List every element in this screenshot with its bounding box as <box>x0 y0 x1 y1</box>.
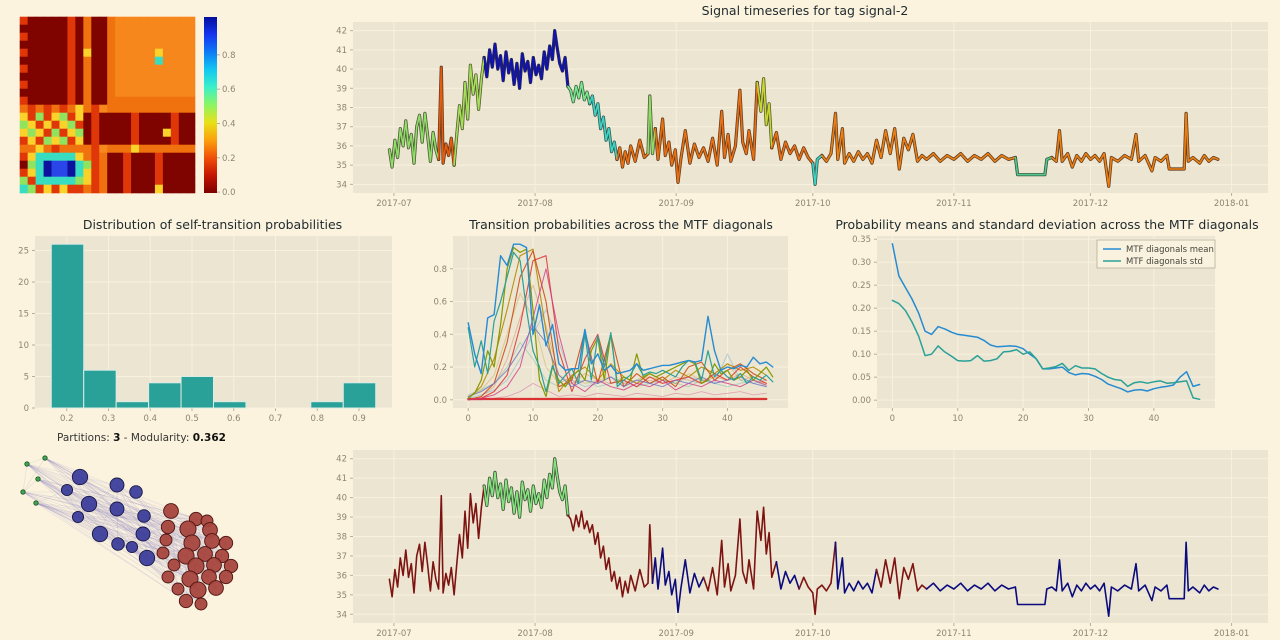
histogram-chart: 0.2 0.3 0.4 0.5 0.6 0.7 0.8 0.9 0 5 10 15 20 25 <box>18 236 392 424</box>
svg-text:2017-12: 2017-12 <box>1073 199 1109 209</box>
svg-text:0.35: 0.35 <box>852 235 871 245</box>
svg-text:37: 37 <box>336 123 347 133</box>
svg-text:0.4: 0.4 <box>222 119 236 129</box>
mtf-stats-title: Probability means and standard deviation… <box>835 217 1259 232</box>
svg-text:0.9: 0.9 <box>352 414 366 424</box>
svg-text:0.20: 0.20 <box>852 304 871 314</box>
svg-text:42: 42 <box>336 27 347 37</box>
svg-text:34: 34 <box>336 610 347 620</box>
timeseries-bottom-chart: 2017-07 2017-08 2017-09 2017-10 2017-11 2017-… <box>336 450 1268 639</box>
svg-text:2017-11: 2017-11 <box>936 629 972 639</box>
timeseries-top-chart: 2017-07 2017-08 2017-09 2017-10 2017-11 2017-… <box>336 22 1268 209</box>
heatmap-chart: 0.8 0.6 0.4 0.2 0.0 <box>19 16 236 198</box>
network-caption-partitions-value: 3 <box>113 432 121 444</box>
svg-text:0.7: 0.7 <box>269 414 283 424</box>
svg-text:2017-09: 2017-09 <box>658 199 694 209</box>
svg-text:0.2: 0.2 <box>60 414 74 424</box>
histogram-title: Distribution of self-transition probabil… <box>82 217 343 232</box>
svg-text:20: 20 <box>18 278 29 288</box>
svg-text:35: 35 <box>336 591 347 601</box>
svg-text:2017-07: 2017-07 <box>376 199 412 209</box>
svg-text:0.5: 0.5 <box>185 414 199 424</box>
svg-text:40: 40 <box>336 494 347 504</box>
svg-text:0.6: 0.6 <box>433 298 447 308</box>
svg-text:10: 10 <box>952 414 963 424</box>
network-caption-modularity-label: - Modularity: <box>120 432 193 444</box>
svg-text:0.10: 0.10 <box>852 350 871 360</box>
svg-text:40: 40 <box>336 65 347 75</box>
svg-text:20: 20 <box>1018 414 1029 424</box>
svg-text:2018-01: 2018-01 <box>1214 199 1250 209</box>
network-graph <box>20 455 239 611</box>
svg-text:5: 5 <box>24 372 29 382</box>
svg-text:42: 42 <box>336 455 347 465</box>
svg-text:2018-01: 2018-01 <box>1214 629 1250 639</box>
svg-text:2017-07: 2017-07 <box>376 629 412 639</box>
svg-text:0: 0 <box>24 404 29 414</box>
svg-text:2017-08: 2017-08 <box>517 199 553 209</box>
svg-text:0.6: 0.6 <box>227 414 241 424</box>
svg-text:25: 25 <box>18 246 29 256</box>
svg-text:2017-10: 2017-10 <box>795 199 831 209</box>
svg-text:41: 41 <box>336 474 347 484</box>
svg-text:0: 0 <box>466 414 471 424</box>
svg-text:38: 38 <box>336 533 347 543</box>
mtf-lines-title: Transition probabilities across the MTF … <box>469 217 773 232</box>
svg-text:0.00: 0.00 <box>852 396 871 406</box>
svg-text:0.2: 0.2 <box>222 154 236 164</box>
svg-text:0.3: 0.3 <box>102 414 116 424</box>
network-caption-partitions-label: Partitions: <box>57 432 114 444</box>
svg-text:0.30: 0.30 <box>852 258 871 268</box>
svg-text:MTF diagonals std: MTF diagonals std <box>1126 257 1203 267</box>
mtf-stats-chart: 0 10 20 30 40 0.00 0.05 0.10 0.15 0.20 0.25 0.30 0.3… <box>852 235 1216 424</box>
svg-text:41: 41 <box>336 46 347 56</box>
svg-text:0.15: 0.15 <box>852 327 871 337</box>
svg-text:0.8: 0.8 <box>433 265 447 275</box>
svg-text:40: 40 <box>1148 414 1159 424</box>
svg-text:36: 36 <box>336 571 347 581</box>
svg-text:2017-10: 2017-10 <box>795 629 831 639</box>
svg-text:38: 38 <box>336 104 347 114</box>
svg-text:0.25: 0.25 <box>852 281 871 291</box>
svg-text:2017-12: 2017-12 <box>1073 629 1109 639</box>
svg-text:39: 39 <box>336 84 347 94</box>
svg-text:0.4: 0.4 <box>143 414 157 424</box>
svg-text:40: 40 <box>722 414 733 424</box>
svg-text:39: 39 <box>336 513 347 523</box>
network-caption: Partitions: 3 - Modularity: 0.362 <box>57 432 226 444</box>
svg-text:0.6: 0.6 <box>222 85 236 95</box>
timeseries-top-title: Signal timeseries for tag signal-2 <box>701 3 909 18</box>
svg-text:2017-09: 2017-09 <box>658 629 694 639</box>
mtf-lines-chart: 0 10 20 30 40 0.0 0.2 0.4 0.6 0.8 <box>433 236 788 424</box>
svg-text:37: 37 <box>336 552 347 562</box>
svg-text:36: 36 <box>336 142 347 152</box>
svg-text:10: 10 <box>528 414 539 424</box>
svg-text:34: 34 <box>336 180 347 190</box>
svg-text:2017-08: 2017-08 <box>517 629 553 639</box>
svg-text:20: 20 <box>592 414 603 424</box>
svg-text:0.05: 0.05 <box>852 373 871 383</box>
svg-text:0: 0 <box>890 414 895 424</box>
svg-text:2017-11: 2017-11 <box>936 199 972 209</box>
svg-text:0.4: 0.4 <box>433 330 447 340</box>
network-caption-modularity-value: 0.362 <box>192 432 226 444</box>
svg-text:30: 30 <box>1083 414 1094 424</box>
svg-text:30: 30 <box>657 414 668 424</box>
svg-text:0.2: 0.2 <box>433 363 447 373</box>
svg-text:0.8: 0.8 <box>310 414 324 424</box>
svg-text:0.0: 0.0 <box>222 188 236 198</box>
svg-text:MTF diagonals mean: MTF diagonals mean <box>1126 245 1214 255</box>
svg-text:10: 10 <box>18 341 29 351</box>
svg-text:35: 35 <box>336 161 347 171</box>
svg-text:15: 15 <box>18 309 29 319</box>
svg-text:0.8: 0.8 <box>222 51 236 61</box>
svg-text:0.0: 0.0 <box>433 396 447 406</box>
